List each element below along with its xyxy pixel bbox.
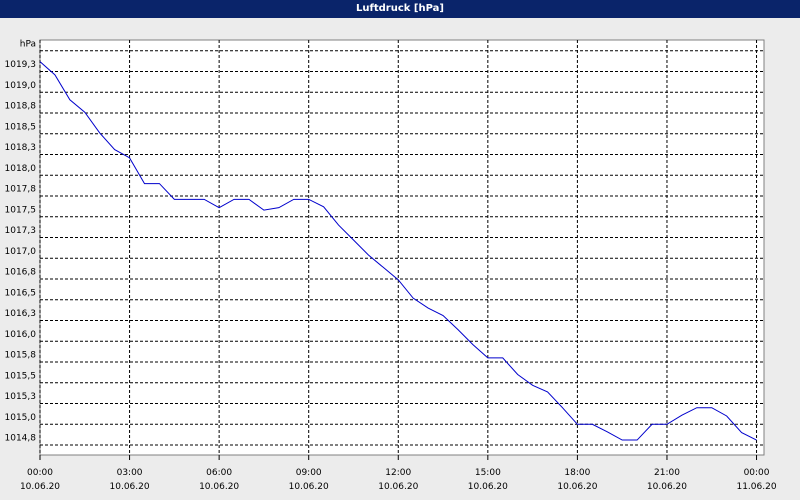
x-tick-label: 12:00 10.06.20: [378, 468, 419, 492]
y-tick-label: 1015,3: [5, 392, 37, 402]
x-tick-label: 18:00 10.06.20: [557, 468, 598, 492]
y-tick-label: 1017,3: [5, 226, 37, 236]
plot-area: [39, 39, 765, 456]
y-tick-label: 1018,3: [5, 143, 37, 153]
x-tick-label: 09:00 10.06.20: [288, 468, 329, 492]
y-tick-label: 1017,0: [5, 247, 37, 257]
y-tick-label: 1017,5: [5, 205, 37, 215]
y-tick-label: 1019,3: [5, 60, 37, 70]
x-tick-label: 21:00 10.06.20: [646, 468, 687, 492]
y-tick-label: 1015,0: [5, 413, 37, 423]
x-tick-label: 06:00 10.06.20: [199, 468, 240, 492]
y-tick-label: 1017,8: [5, 185, 37, 195]
x-tick-label: 00:00 10.06.20: [19, 468, 61, 492]
y-tick-label: hPa: [20, 39, 36, 49]
y-tick-label: 1018,0: [5, 164, 37, 174]
x-tick-label: 15:00 10.06.20: [467, 468, 508, 492]
y-tick-label: 1015,8: [5, 351, 37, 361]
title-bar: Luftdruck [hPa]: [0, 0, 800, 18]
x-tick-label: 03:00 10.06.20: [109, 468, 150, 492]
y-tick-label: 1019,0: [5, 81, 37, 91]
y-tick-label: 1018,5: [5, 122, 37, 132]
data-line: [39, 61, 757, 441]
y-tick-label: 1016,0: [5, 330, 37, 340]
y-tick-label: 1016,8: [5, 268, 37, 278]
y-tick-label: 1015,5: [5, 371, 37, 381]
x-tick-label: 00:00 11.06.20: [736, 468, 777, 492]
y-tick-label: 1016,5: [5, 288, 37, 298]
y-tick-label: 1016,3: [5, 309, 37, 319]
y-tick-label: 1018,8: [5, 102, 37, 112]
y-tick-label: 1014,8: [5, 434, 37, 444]
